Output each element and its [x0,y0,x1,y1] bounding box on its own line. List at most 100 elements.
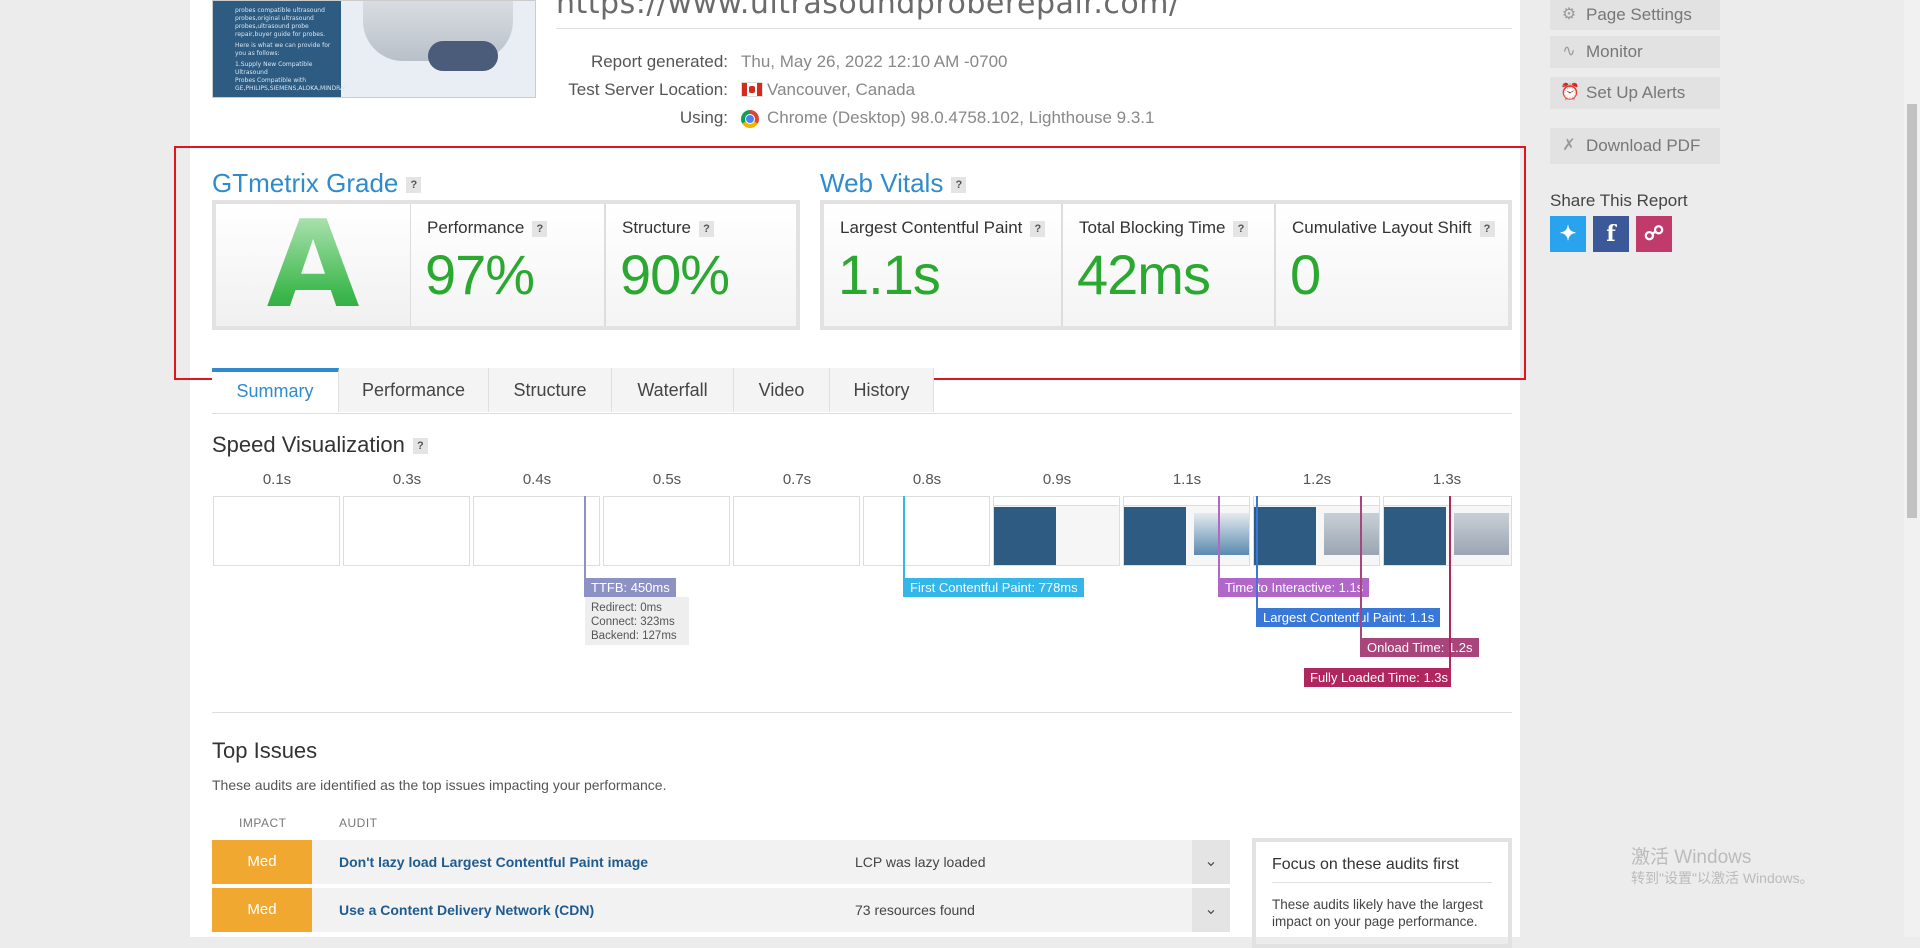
table-row[interactable]: Med Don't lazy load Largest Contentful P… [212,840,1230,884]
tab-waterfall[interactable]: Waterfall [612,368,734,412]
fully-loaded-marker: Fully Loaded Time: 1.3s [1304,668,1449,687]
tbt-value: 42ms [1077,243,1211,306]
cls-cell: Cumulative Layout Shift? 0 [1275,204,1508,326]
tab-structure[interactable]: Structure [489,368,612,412]
site-screenshot-thumbnail: probes compatible ultrasound probes,orig… [212,0,536,98]
lcp-label: Largest Contentful Paint? [840,218,1046,238]
filmstrip-frame[interactable] [993,496,1120,566]
facebook-icon[interactable]: f [1593,216,1629,252]
chevron-down-icon[interactable]: ⌄ [1192,840,1230,884]
timeline-tick: 1.1s [1172,471,1202,488]
canada-flag-icon [741,82,763,97]
report-generated-value: Thu, May 26, 2022 12:10 AM -0700 [741,52,1008,71]
focus-title: Focus on these audits first [1272,856,1459,873]
timeline-tick: 1.2s [1302,471,1332,488]
speed-help-icon[interactable]: ? [412,438,428,455]
timeline-tick: 0.3s [392,471,422,488]
lcp-help-icon[interactable]: ? [1030,220,1046,237]
server-location-value: Vancouver, Canada [767,80,916,99]
fcp-marker: First Contentful Paint: 778ms [904,578,1084,597]
timeline-tick: 0.1s [262,471,292,488]
share-title: Share This Report [1550,191,1688,210]
web-vitals-title: Web Vitals? [820,168,967,199]
web-vitals-card: Largest Contentful Paint? 1.1s Total Blo… [820,200,1512,330]
tab-history[interactable]: History [830,368,934,412]
fully-loaded-marker-line [1449,496,1451,687]
tbt-help-icon[interactable]: ? [1233,220,1249,237]
chrome-icon [741,110,759,128]
cls-label: Cumulative Layout Shift? [1292,218,1495,238]
timeline-tick: 0.8s [912,471,942,488]
impact-badge: Med [212,840,312,884]
filmstrip-frame[interactable] [1123,496,1250,566]
audit-title[interactable]: Don't lazy load Largest Contentful Paint… [339,854,649,870]
scrollbar-thumb[interactable] [1907,104,1917,518]
filmstrip-frame[interactable] [863,496,990,566]
top-issues-description: These audits are identified as the top i… [212,777,667,793]
tbt-cell: Total Blocking Time? 42ms [1062,204,1275,326]
tti-marker-line [1218,496,1220,597]
filmstrip-frame[interactable] [213,496,340,566]
audit-column-header: AUDIT [339,816,378,830]
tab-video[interactable]: Video [734,368,830,412]
performance-label: Performance? [427,218,548,238]
report-page [190,0,1520,937]
structure-label: Structure? [622,218,714,238]
lcp-marker: Largest Contentful Paint: 1.1s [1257,608,1441,627]
header-divider [556,28,1512,29]
impact-column-header: IMPACT [239,816,287,830]
section-divider [212,712,1512,713]
ttfb-breakdown: Redirect: 0ms Connect: 323ms Backend: 12… [585,597,689,645]
set-up-alerts-button[interactable]: ⏰ Set Up Alerts [1550,77,1720,109]
tested-url[interactable]: https://www.ultrasoundprobe­repair.com/ [556,0,1180,21]
chevron-down-icon[interactable]: ⌄ [1192,888,1230,932]
thumbnail-text: probes compatible ultrasound probes,orig… [235,7,348,92]
report-generated-label: Report generated: [590,52,728,71]
download-pdf-button[interactable]: ✗ Download PDF [1550,128,1720,164]
monitor-button[interactable]: ∿ Monitor [1550,36,1720,68]
speed-visualization-title: Speed Visualization? [212,432,428,458]
windows-watermark-subtitle: 转到"设置"以激活 Windows。 [1631,870,1814,886]
performance-cell: Performance? 97% [411,204,605,326]
tti-marker: Time to Interactive: 1.1s [1219,578,1370,597]
performance-help-icon[interactable]: ? [532,220,548,237]
ttfb-marker-line [584,496,586,597]
twitter-icon[interactable]: ✦ [1550,216,1586,252]
focus-description: These audits likely have the largest imp… [1272,897,1483,929]
tab-summary[interactable]: Summary [212,368,339,412]
grade-help-icon[interactable]: ? [406,177,422,194]
alarm-clock-icon: ⏰ [1560,84,1580,101]
structure-help-icon[interactable]: ? [698,220,714,237]
timeline-tick: 1.3s [1432,471,1462,488]
onload-marker: Onload Time: 1.2s [1361,638,1479,657]
link-icon[interactable]: ☍ [1636,216,1672,252]
table-row[interactable]: Med Use a Content Delivery Network (CDN)… [212,888,1230,932]
page-settings-button[interactable]: ⚙ Page Settings [1550,0,1720,30]
pulse-icon: ∿ [1562,43,1576,60]
filmstrip-frame[interactable] [733,496,860,566]
lcp-marker-line [1256,496,1258,627]
filmstrip-frame[interactable] [1383,496,1512,566]
focus-audits-panel: Focus on these audits first These audits… [1252,838,1512,948]
audit-result: 73 resources found [855,902,975,918]
filmstrip-frame[interactable] [473,496,600,566]
lcp-cell: Largest Contentful Paint? 1.1s [824,204,1062,326]
performance-value: 97% [425,243,535,306]
tab-performance[interactable]: Performance [339,368,489,412]
vitals-help-icon[interactable]: ? [951,177,967,194]
page-scrollbar[interactable] [1904,0,1920,937]
impact-badge: Med [212,888,312,932]
using-label: Using: [679,108,728,127]
grade-letter: A [216,204,411,328]
structure-cell: Structure? 90% [605,204,796,326]
tbt-label: Total Blocking Time? [1079,218,1249,238]
server-location-label: Test Server Location: [568,80,728,99]
filmstrip-frame[interactable] [343,496,470,566]
filmstrip-frame[interactable] [1253,496,1380,566]
audit-title[interactable]: Use a Content Delivery Network (CDN) [339,902,595,918]
filmstrip-frame[interactable] [603,496,730,566]
timeline-tick: 0.5s [652,471,682,488]
ttfb-marker: TTFB: 450ms [585,578,676,597]
cls-help-icon[interactable]: ? [1479,220,1495,237]
windows-watermark-title: 激活 Windows [1631,847,1752,868]
